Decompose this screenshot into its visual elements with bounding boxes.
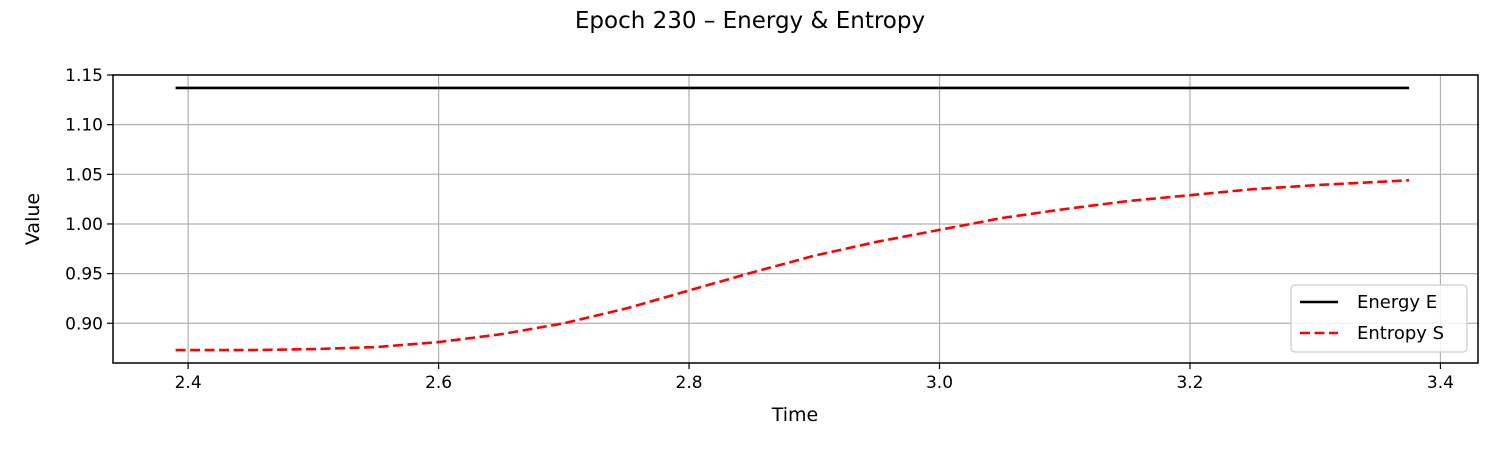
x-tick-label: 2.4 [175,373,202,393]
y-tick-label: 1.10 [65,116,103,136]
legend: Energy E Entropy S [1290,284,1468,353]
x-tick-label: 2.6 [425,373,452,393]
y-tick-label: 1.00 [65,215,103,235]
grid [113,74,1478,363]
x-tick-label: 3.2 [1176,373,1203,393]
series-layer [175,86,1410,352]
y-tick-label: 0.95 [65,265,103,285]
x-axis: 2.4 2.6 2.8 3.0 3.2 3.4 [175,363,1454,393]
plot-frame [112,74,1479,364]
x-tick-label: 3.0 [926,373,953,393]
series-line-entropy-s [175,179,1410,352]
x-tick-label: 2.8 [676,373,703,393]
x-axis-title: Time [771,404,819,426]
y-tick-label: 0.90 [65,314,103,334]
x-tick-label: 3.4 [1427,373,1454,393]
legend-label: Energy E [1357,292,1437,313]
y-tick-label: 1.15 [65,66,103,86]
legend-label: Entropy S [1357,323,1444,344]
chart-title: Epoch 230 – Energy & Entropy [575,8,925,34]
y-axis-title: Value [22,193,44,245]
y-tick-label: 1.05 [65,165,103,185]
y-axis: 0.90 0.95 1.00 1.05 1.10 1.15 [65,66,113,334]
